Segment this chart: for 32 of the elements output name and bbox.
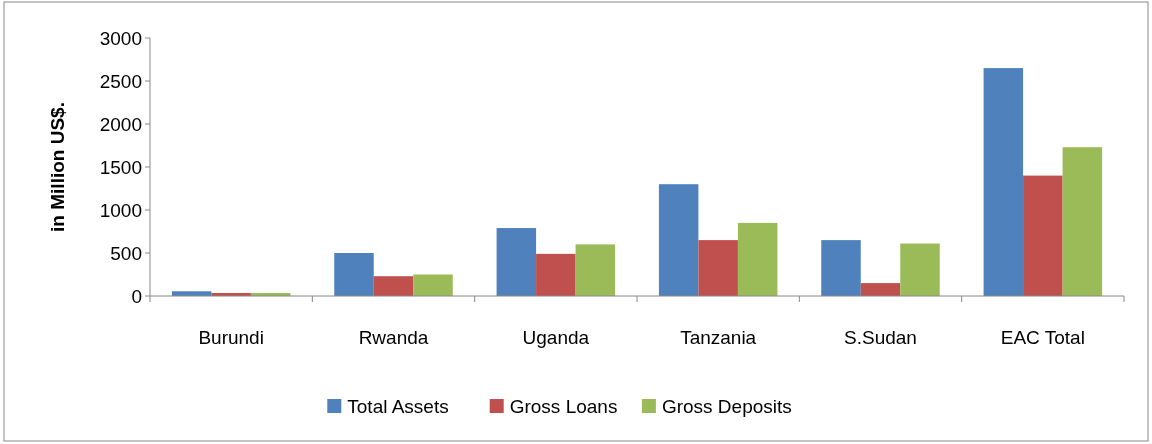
x-tick-label: EAC Total <box>1000 327 1085 348</box>
bar <box>698 240 738 296</box>
x-tick-label: Tanzania <box>680 327 757 348</box>
bar <box>821 240 861 296</box>
legend-label: Gross Deposits <box>661 395 792 417</box>
bar <box>373 276 414 296</box>
bar <box>900 243 940 296</box>
y-axis-title: in Million US$. <box>47 102 68 232</box>
legend-label: Total Assets <box>347 395 449 417</box>
bar <box>1023 175 1063 296</box>
bar <box>1062 147 1103 296</box>
bar <box>575 244 616 296</box>
bar <box>334 253 374 296</box>
y-tick-label: 1000 <box>99 199 142 221</box>
legend-label: Gross Loans <box>509 395 618 417</box>
x-tick-label: S.Sudan <box>844 327 917 348</box>
bar <box>983 68 1024 296</box>
y-tick-label: 1500 <box>99 156 142 178</box>
bar <box>658 184 699 296</box>
y-tick-label: 500 <box>110 242 142 264</box>
bar <box>536 253 576 296</box>
y-tick-label: 2000 <box>99 113 142 135</box>
y-tick-label: 0 <box>131 285 142 307</box>
bar <box>496 228 537 296</box>
y-tick-label: 3000 <box>99 27 142 49</box>
y-tick-label: 2500 <box>99 70 142 92</box>
bar <box>737 222 778 296</box>
x-tick-label: Burundi <box>198 327 264 348</box>
bar <box>860 283 901 296</box>
x-tick-label: Rwanda <box>358 327 429 348</box>
bar <box>413 274 453 296</box>
x-tick-label: Uganda <box>522 327 590 348</box>
